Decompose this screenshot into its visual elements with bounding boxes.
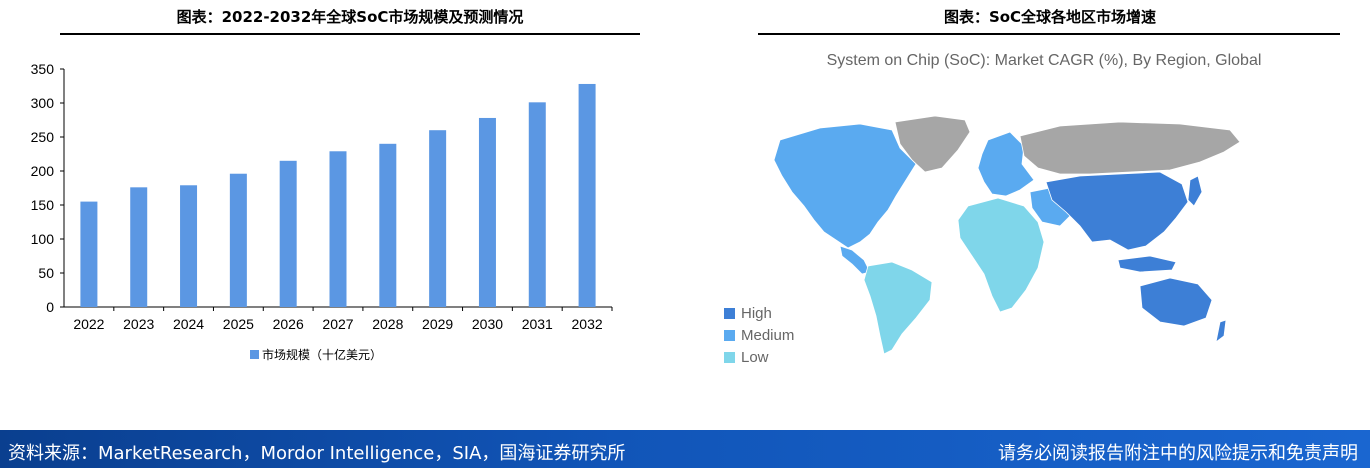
region-africa (957, 197, 1045, 313)
x-tick-label: 2027 (322, 316, 353, 332)
footer-disclaimer: 请务必阅读报告附注中的风险提示和免责声明 (998, 443, 1358, 464)
legend-label: 市场规模（十亿美元） (262, 347, 382, 362)
x-tick-label: 2028 (372, 316, 403, 332)
x-tick-label: 2029 (422, 316, 453, 332)
x-tick-label: 2026 (273, 316, 304, 332)
y-tick-label: 200 (31, 163, 55, 179)
legend-medium-swatch (724, 330, 735, 341)
region-asia-pacific (1045, 171, 1189, 251)
bar-2030 (478, 117, 496, 308)
map-title: System on Chip (SoC): Market CAGR (%), B… (826, 52, 1262, 69)
x-tick-label: 2032 (572, 316, 603, 332)
y-tick-label: 300 (31, 95, 55, 111)
y-tick-label: 350 (31, 61, 55, 77)
x-tick-label: 2030 (472, 316, 503, 332)
bar-2032 (578, 83, 596, 308)
region-north-america (773, 123, 917, 249)
y-tick-label: 250 (31, 129, 55, 145)
legend-high-label: High (741, 305, 772, 322)
bar-2027 (329, 151, 347, 307)
chart-bars (80, 83, 596, 308)
x-tick-label: 2031 (522, 316, 553, 332)
x-tick-label: 2022 (73, 316, 104, 332)
y-tick-label: 150 (31, 197, 55, 213)
map-legend-low: Low (724, 349, 769, 366)
footer-bar: 资料来源：MarketResearch，Mordor Intelligence，… (0, 430, 1370, 468)
region-russia (1019, 121, 1241, 175)
bar-2029 (429, 130, 447, 307)
bar-2025 (229, 173, 247, 307)
bar-2022 (80, 201, 98, 307)
bar-2023 (130, 187, 148, 307)
map-legend-high: High (724, 305, 772, 322)
bar-chart-title: 图表：2022-2032年全球SoC市场规模及预测情况 (176, 8, 524, 26)
legend-low-swatch (724, 352, 735, 363)
region-greenland (894, 115, 971, 173)
world-map (773, 115, 1241, 355)
region-south-america (863, 261, 933, 355)
bar-2028 (379, 143, 397, 307)
region-australia (1139, 277, 1213, 327)
bar-2024 (180, 185, 198, 307)
bar-2031 (528, 102, 546, 307)
x-tick-label: 2024 (173, 316, 204, 332)
y-tick-label: 0 (46, 299, 54, 315)
chart-legend: 市场规模（十亿美元） (250, 347, 382, 362)
region-new-zealand (1215, 319, 1227, 343)
legend-medium-label: Medium (741, 327, 795, 344)
region-central-america (839, 245, 871, 275)
right-title-rule (758, 33, 1340, 35)
region-indonesia (1117, 255, 1177, 273)
y-tick-labels: 0 50 100 150 200 250 300 350 (31, 61, 55, 315)
y-tick-label: 100 (31, 231, 55, 247)
map-legend-medium: Medium (724, 327, 794, 344)
legend-swatch (250, 350, 259, 359)
y-tick-label: 50 (38, 265, 54, 281)
x-tick-labels: 2022 2023 2024 2025 2026 2027 2028 2029 2030 2031… (73, 316, 603, 332)
map-panel-title: 图表：SoC全球各地区市场增速 (943, 8, 1157, 26)
x-tick-label: 2023 (123, 316, 154, 332)
footer-source: 资料来源：MarketResearch，Mordor Intelligence，… (8, 443, 626, 464)
x-tick-label: 2025 (223, 316, 254, 332)
region-japan (1187, 175, 1203, 207)
left-title-rule (60, 33, 640, 35)
bar-2026 (279, 160, 297, 307)
legend-low-label: Low (741, 349, 769, 366)
legend-high-swatch (724, 308, 735, 319)
